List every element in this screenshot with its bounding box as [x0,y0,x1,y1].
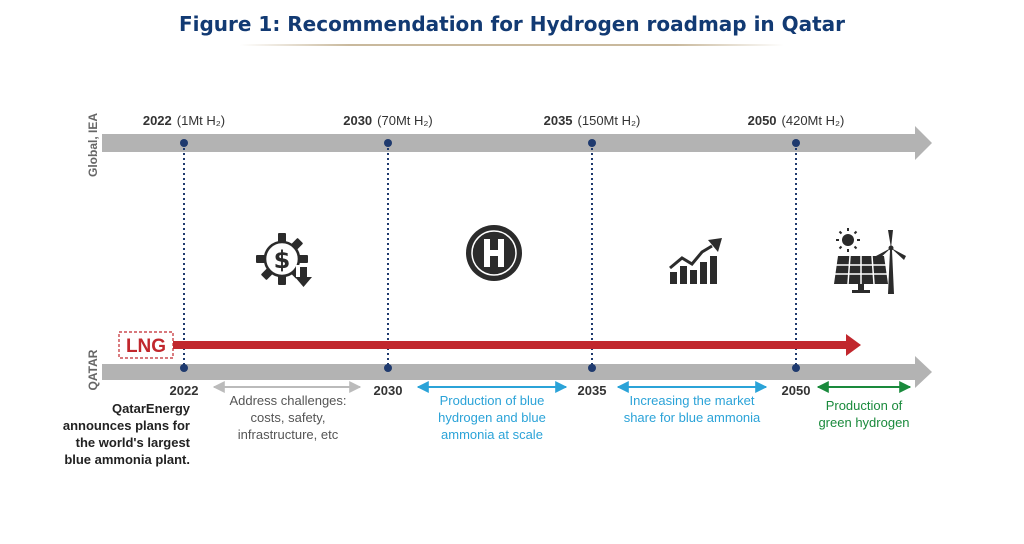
global-row-label: Global, IEA [86,113,100,177]
global-milestone-2022: 2022 (1Mt H₂) [143,113,225,128]
global-milestone-2035: 2035 (150Mt H₂) [544,113,641,128]
phase-text-2: Production of blue hydrogen and blue amm… [438,393,546,442]
global-milestone-2030: 2030 (70Mt H₂) [343,113,433,128]
global-timeline-arrow [102,126,932,160]
global-marker-2030 [384,139,392,147]
phase-text-4: Production of green hydrogen [818,398,910,430]
solar-wind-icon [834,228,906,294]
qatar-year-2022: 2022 [170,383,199,398]
qatar-marker-2022 [180,364,188,372]
phase-text-3: Increasing the market share for blue amm… [623,393,761,425]
lng-arrow [173,334,861,356]
wind-turbine-icon [876,230,906,294]
global-marker-2035 [588,139,596,147]
svg-text:$: $ [274,246,291,274]
qatar-timeline-arrow [102,356,932,388]
global-markers [180,139,800,147]
growth-chart-icon [669,238,722,284]
sun-icon [836,228,860,252]
qatar-marker-2035 [588,364,596,372]
title-underline [240,44,784,46]
qatar-marker-2050 [792,364,800,372]
qatar-year-2030: 2030 [374,383,403,398]
hydrogen-h-icon [466,225,522,281]
lng-label: LNG [126,336,166,357]
qatar-row-label: QATAR [86,349,100,390]
qatarenergy-note: QatarEnergy announces plans for the worl… [62,401,190,467]
qatar-year-2035: 2035 [578,383,607,398]
qatar-year-2050: 2050 [782,383,811,398]
qatar-marker-2030 [384,364,392,372]
phase-text-1: Address challenges: costs, safety, infra… [229,393,347,442]
solar-panel-icon [834,255,888,293]
figure-title: Figure 1: Recommendation for Hydrogen ro… [178,12,846,36]
global-milestone-2050: 2050 (420Mt H₂) [748,113,845,128]
qatar-markers [180,364,800,372]
global-marker-2050 [792,139,800,147]
dollar-gear-icon: $ [256,233,312,289]
global-marker-2022 [180,139,188,147]
